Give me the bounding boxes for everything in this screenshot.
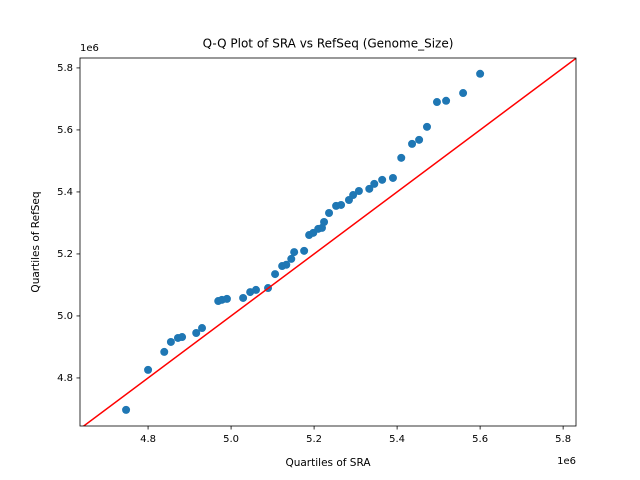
- point: [378, 175, 387, 184]
- y-axis-label: Quartiles of RefSeq: [30, 191, 42, 292]
- point: [442, 96, 451, 105]
- point: [287, 254, 296, 263]
- point: [178, 333, 187, 342]
- x-tick-label: 5.6: [472, 434, 488, 445]
- point: [198, 324, 207, 333]
- point: [290, 248, 299, 257]
- point: [415, 135, 424, 144]
- x-tick-label: 5.2: [306, 434, 322, 445]
- x-tick-label: 5.4: [389, 434, 405, 445]
- point: [408, 139, 417, 148]
- point: [365, 184, 374, 193]
- y-tick-label: 5.0: [57, 311, 73, 322]
- point: [122, 405, 131, 414]
- point: [251, 285, 260, 294]
- point: [422, 122, 431, 131]
- point: [166, 337, 175, 346]
- x-tick-label: 4.8: [140, 434, 156, 445]
- plot-frame: [79, 57, 577, 427]
- x-offset-text: 1e6: [557, 456, 576, 467]
- point: [354, 187, 363, 196]
- x-axis-label: Quartiles of SRA: [285, 457, 371, 469]
- point: [222, 294, 231, 303]
- chart-title: Q-Q Plot of SRA vs RefSeq (Genome_Size): [203, 37, 454, 51]
- point: [337, 200, 346, 209]
- x-tick-label: 5.8: [555, 434, 571, 445]
- point: [388, 173, 397, 182]
- y-offset-text: 1e6: [80, 43, 99, 54]
- point: [192, 328, 201, 337]
- point: [459, 89, 468, 98]
- point: [320, 218, 329, 227]
- point: [325, 209, 334, 218]
- y-tick-label: 5.8: [57, 63, 73, 74]
- y-tick-label: 5.6: [57, 125, 73, 136]
- point: [432, 98, 441, 107]
- point: [282, 260, 291, 269]
- point: [300, 246, 309, 255]
- point: [397, 153, 406, 162]
- point: [476, 69, 485, 78]
- point: [239, 293, 248, 302]
- y-tick-label: 4.8: [57, 373, 73, 384]
- point: [349, 191, 358, 200]
- point: [160, 347, 169, 356]
- point: [144, 365, 153, 374]
- x-tick-label: 5.0: [223, 434, 239, 445]
- y-tick-label: 5.2: [57, 249, 73, 260]
- reference-line: [82, 58, 576, 426]
- point: [370, 179, 379, 188]
- point: [271, 270, 280, 279]
- y-tick-label: 5.4: [57, 187, 73, 198]
